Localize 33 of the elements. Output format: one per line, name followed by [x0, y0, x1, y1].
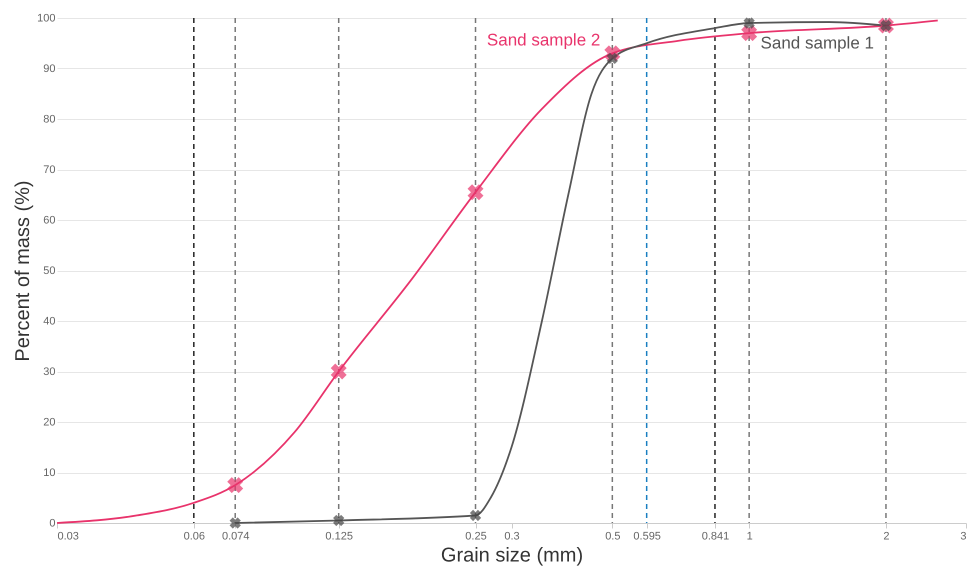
y-tick-label: 20	[43, 416, 56, 428]
point	[741, 25, 758, 42]
point	[470, 510, 482, 522]
y-tick-label: 30	[43, 366, 56, 378]
y-tick-label: 70	[43, 164, 56, 176]
y-tick-label: 80	[43, 114, 56, 126]
x-tick-label: 0.125	[325, 530, 353, 542]
y-tick-label: 0	[49, 518, 56, 530]
y-tick-label: 90	[43, 63, 56, 75]
point	[333, 514, 344, 526]
x-tick-label: 0.841	[702, 530, 730, 542]
y-tick-label: 60	[43, 214, 56, 226]
x-tick-label: 0.5	[605, 530, 620, 542]
series-label: Sand sample 2	[486, 30, 600, 50]
x-tick-label: 2	[883, 530, 890, 542]
y-tick-label: 10	[43, 467, 56, 479]
x-tick-label: 1	[746, 530, 753, 542]
x-tick-label: 0.25	[465, 530, 487, 542]
y-axis-title: Percent of mass (%)	[12, 180, 34, 362]
x-tick-label: 3	[960, 530, 966, 542]
y-tick-label: 40	[43, 316, 56, 328]
x-axis-title: Grain size (mm)	[440, 544, 584, 566]
point	[468, 184, 484, 200]
point	[744, 17, 755, 29]
x-tick-label: 0.06	[184, 530, 206, 542]
series-label: Sand sample 1	[760, 34, 874, 53]
y-tick-label: 100	[37, 12, 56, 24]
point	[330, 364, 347, 380]
y-tick-label: 50	[43, 265, 56, 277]
x-tick-label: 0.074	[222, 530, 250, 542]
x-tick-label: 0.3	[504, 530, 520, 542]
x-tick-label: 0.03	[58, 530, 79, 542]
x-tick-label: 0.595	[633, 530, 661, 542]
